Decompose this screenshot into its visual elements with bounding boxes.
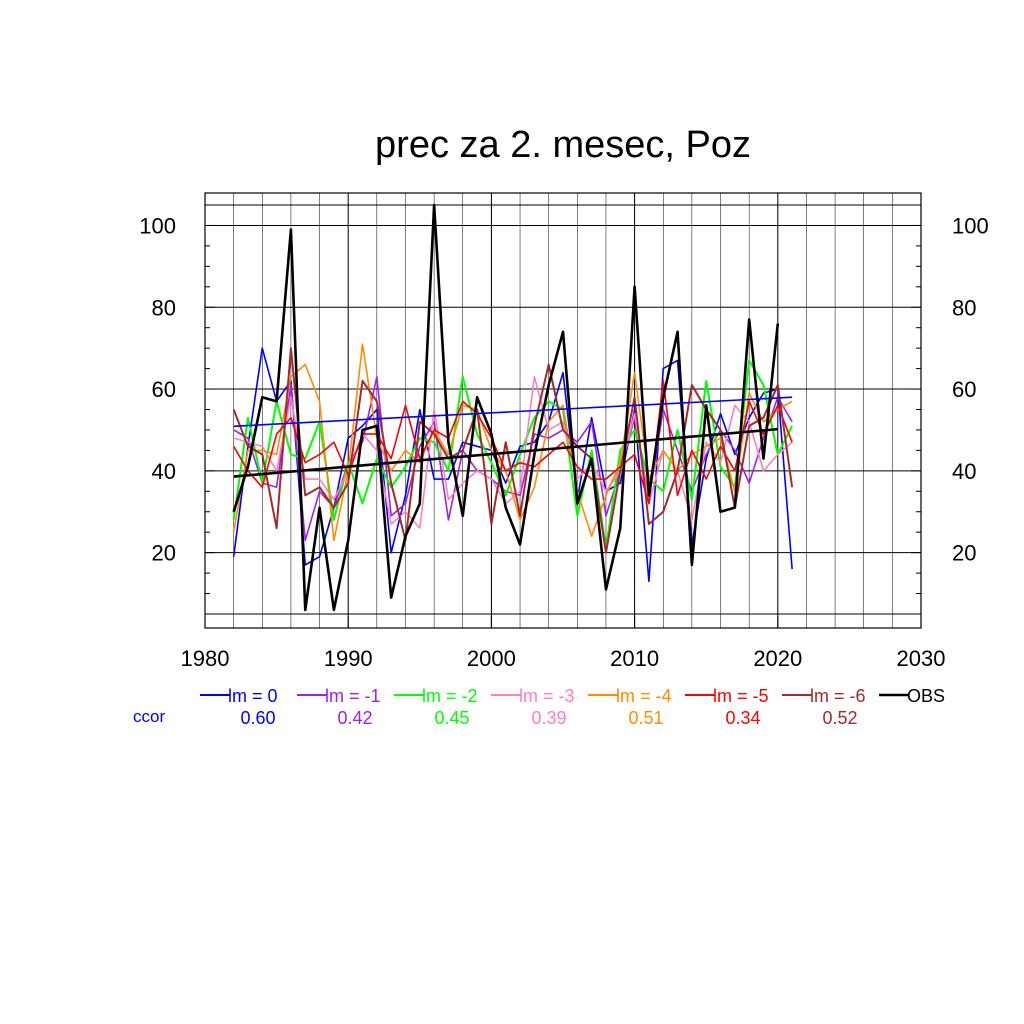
legend-ccor-value: 0.39: [531, 708, 566, 728]
y-tick-label-right: 100: [952, 213, 989, 238]
x-tick-label: 1990: [324, 646, 373, 671]
y-tick-label-left: 40: [152, 459, 176, 484]
y-tick-label-right: 40: [952, 459, 976, 484]
legend-label: OBS: [907, 686, 945, 706]
series-line: [232, 203, 780, 612]
trend-line: [233, 396, 793, 428]
axis-ticks: [204, 224, 922, 628]
x-tick-label: 2000: [467, 646, 516, 671]
series-line: [232, 343, 793, 542]
series-layer: [232, 203, 794, 612]
legend-ccor-value: 0.52: [822, 708, 857, 728]
x-tick-label: 2020: [753, 646, 802, 671]
trend-line: [233, 427, 778, 478]
y-tick-label-right: 20: [952, 541, 976, 566]
x-tick-label: 1980: [181, 646, 230, 671]
x-tick-label: 2030: [897, 646, 946, 671]
plot-border: [204, 192, 922, 629]
y-tick-label-left: 60: [152, 377, 176, 402]
legend-label: lm = -4: [616, 686, 672, 706]
series-line: [232, 347, 794, 554]
y-tick-label-left: 100: [139, 213, 176, 238]
x-tick-label: 2010: [610, 646, 659, 671]
legend-label: lm = -5: [713, 686, 769, 706]
legend-label: lm = -6: [810, 686, 866, 706]
y-tick-label-left: 80: [152, 295, 176, 320]
legend-ccor-value: 0.45: [434, 708, 469, 728]
plot-frame: [204, 192, 922, 629]
legend-ccor-value: 0.51: [628, 708, 663, 728]
legend: ccor lm = 00.60 lm = -10.42 lm = -20.45 lm =…: [133, 686, 945, 728]
legend-label: lm = 0: [228, 686, 278, 706]
legend-label: lm = -2: [422, 686, 478, 706]
legend-ccor-value: 0.60: [240, 708, 275, 728]
series-line: [232, 347, 793, 583]
y-tick-label-right: 60: [952, 377, 976, 402]
y-tick-label-right: 80: [952, 295, 976, 320]
chart-title: prec za 2. mesec, Poz: [375, 124, 751, 166]
legend-label: lm = -1: [325, 686, 381, 706]
legend-ccor-value: 0.42: [337, 708, 372, 728]
legend-ccor-value: 0.34: [725, 708, 760, 728]
legend-label: lm = -3: [519, 686, 575, 706]
series-line: [232, 380, 793, 505]
ccor-label: ccor: [133, 707, 165, 726]
y-tick-label-left: 20: [152, 541, 176, 566]
trend-layer: [233, 396, 793, 478]
